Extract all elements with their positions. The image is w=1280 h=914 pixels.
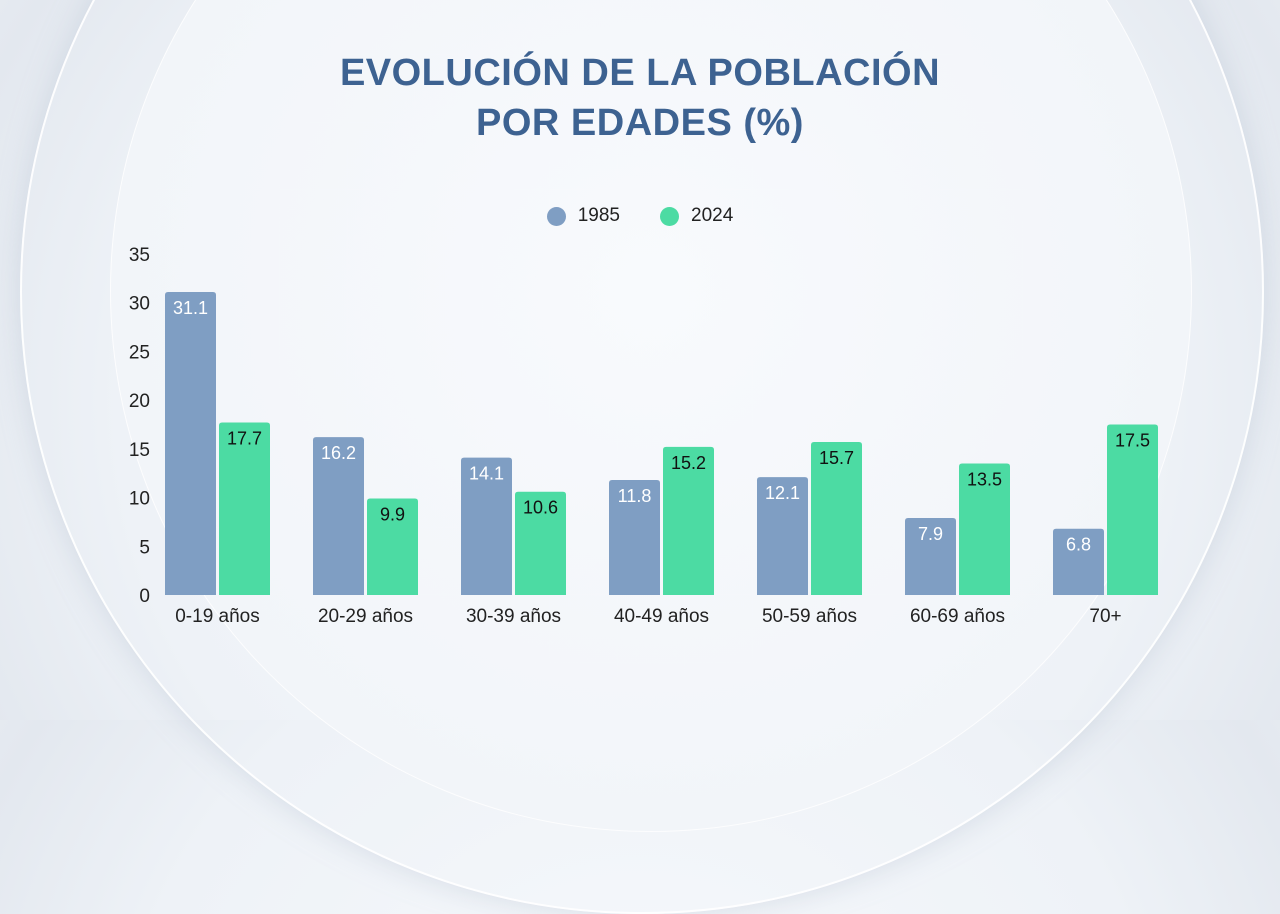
data-label-1985: 6.8 <box>1066 535 1091 555</box>
data-label-1985: 14.1 <box>469 464 504 484</box>
bar-chart: 0 5 10 15 20 25 30 35 31.1 17.7 0-19 años 16.2 9.9 20… <box>129 245 1158 627</box>
y-tick-label: 10 <box>129 489 150 510</box>
data-label-2024: 13.5 <box>967 469 1002 489</box>
data-label-1985: 7.9 <box>918 524 943 544</box>
x-tick-label: 0-19 años <box>175 606 260 627</box>
data-label-1985: 31.1 <box>173 298 208 318</box>
data-label-2024: 10.6 <box>523 498 558 518</box>
data-label-1985: 16.2 <box>321 443 356 463</box>
data-label-2024: 17.7 <box>227 429 262 449</box>
bar-1985 <box>461 457 512 595</box>
legend-label-2024: 2024 <box>691 205 734 226</box>
bar-2024 <box>811 442 862 595</box>
y-tick-label: 30 <box>129 294 150 315</box>
bar-2024 <box>959 463 1010 595</box>
y-tick-label: 15 <box>129 440 150 461</box>
bar-2024 <box>663 446 714 595</box>
bar-1985 <box>609 480 660 595</box>
bar-1985 <box>757 477 808 595</box>
data-label-2024: 15.7 <box>819 448 854 468</box>
bar-2024 <box>1107 424 1158 595</box>
legend: 1985 2024 <box>0 205 1280 227</box>
bar-1985 <box>905 518 956 595</box>
y-tick-label: 25 <box>129 342 150 363</box>
data-label-2024: 9.9 <box>380 505 405 525</box>
x-tick-label: 40-49 años <box>614 606 709 627</box>
bar-2024 <box>367 498 418 595</box>
x-tick-label: 20-29 años <box>318 606 413 627</box>
bar-1985 <box>313 437 364 595</box>
bar-2024 <box>219 422 270 595</box>
y-tick-label: 5 <box>139 537 150 558</box>
legend-item-1985: 1985 <box>546 205 620 227</box>
x-tick-label: 30-39 años <box>466 606 561 627</box>
data-label-2024: 15.2 <box>671 453 706 473</box>
data-label-1985: 12.1 <box>765 483 800 503</box>
y-tick-label: 35 <box>129 245 150 266</box>
legend-label-1985: 1985 <box>577 205 620 226</box>
legend-swatch-1985 <box>546 206 566 226</box>
data-label-1985: 11.8 <box>618 486 652 506</box>
y-tick-label: 20 <box>129 391 150 412</box>
chart-title: EVOLUCIÓN DE LA POBLACIÓN POR EDADES (%) <box>0 48 1280 148</box>
bar-1985 <box>1053 528 1104 595</box>
legend-item-2024: 2024 <box>660 205 733 227</box>
data-label-2024: 17.5 <box>1115 431 1150 451</box>
bar-2024 <box>515 491 566 595</box>
y-tick-label: 0 <box>139 586 150 607</box>
x-tick-label: 50-59 años <box>762 606 857 627</box>
chart-title-line-2: POR EDADES (%) <box>476 102 804 144</box>
x-tick-label: 70+ <box>1089 606 1121 627</box>
legend-swatch-2024 <box>660 206 679 226</box>
x-tick-label: 60-69 años <box>910 606 1005 627</box>
bar-1985 <box>165 291 216 595</box>
chart-title-line-1: EVOLUCIÓN DE LA POBLACIÓN <box>339 52 941 94</box>
